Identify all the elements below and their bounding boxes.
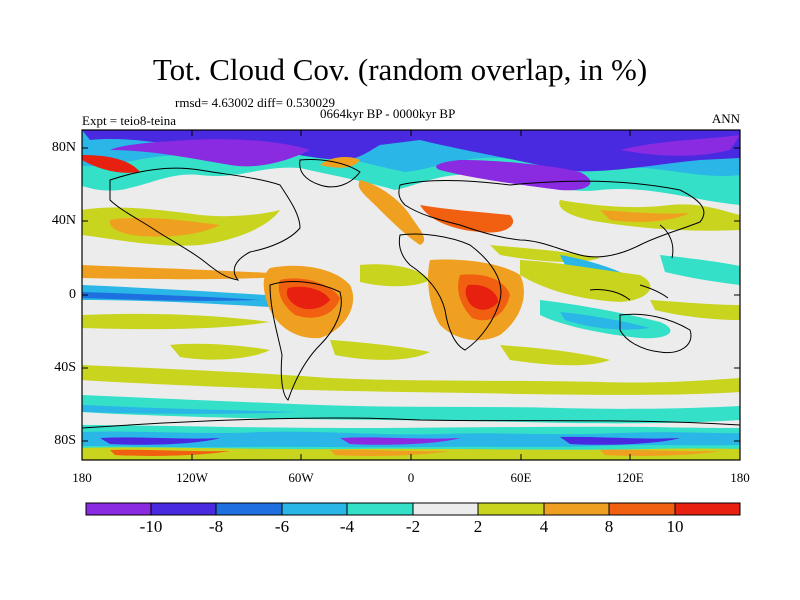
colorbar-label: -8 [208, 517, 224, 536]
colorbar-label: 4 [539, 517, 549, 536]
season-label: ANN [711, 111, 740, 126]
colorbar-swatch-7 [477, 502, 545, 516]
lat-label-80s: 80S [54, 433, 76, 448]
colorbar-label: -10 [139, 517, 163, 536]
lat-label-40s: 40S [54, 360, 76, 375]
colorbar-label: 2 [473, 517, 483, 536]
coastlines [82, 159, 740, 429]
colorbar-label: -6 [274, 517, 290, 536]
lon-label-120w: 120W [176, 470, 208, 485]
axis-ticks [81, 130, 741, 460]
lon-label-0: 0 [407, 470, 415, 485]
colorbar-swatch-1 [85, 502, 152, 516]
colorbar-label: 10 [666, 517, 684, 536]
colorbar-swatch-9 [608, 502, 676, 516]
colorbar-swatch-6 [412, 502, 479, 516]
colorbar-swatch-4 [281, 502, 348, 516]
experiment-label: Expt = teio8-teina [82, 113, 176, 128]
lon-label-180w: 180 [72, 470, 92, 485]
colorbar-label: 8 [604, 517, 614, 536]
colorbar-swatch-2 [150, 502, 217, 516]
lat-label-80n: 80N [51, 140, 76, 155]
lon-label-180e: 180 [730, 470, 750, 485]
colorbar-swatch-3 [215, 502, 283, 516]
lon-label-60w: 60W [288, 470, 314, 485]
colorbar-swatch-8 [543, 502, 610, 516]
colorbar-label: -2 [405, 517, 421, 536]
period-line: 0664kyr BP - 0000kyr BP [320, 106, 456, 121]
lon-label-60e: 60E [510, 470, 532, 485]
lat-label-0: 0 [69, 287, 76, 302]
colorbar-swatch-5 [346, 502, 414, 516]
lat-label-40n: 40N [51, 213, 76, 228]
colorbar-label: -4 [339, 517, 355, 536]
stats-line: rmsd= 4.63002 diff= 0.530029 [175, 95, 335, 110]
colorbar-swatch-10 [674, 502, 741, 516]
cloud-cover-field [82, 130, 740, 460]
lon-label-120e: 120E [616, 470, 644, 485]
colorbar [85, 502, 741, 516]
plot-title: Tot. Cloud Cov. (random overlap, in %) [152, 52, 648, 87]
